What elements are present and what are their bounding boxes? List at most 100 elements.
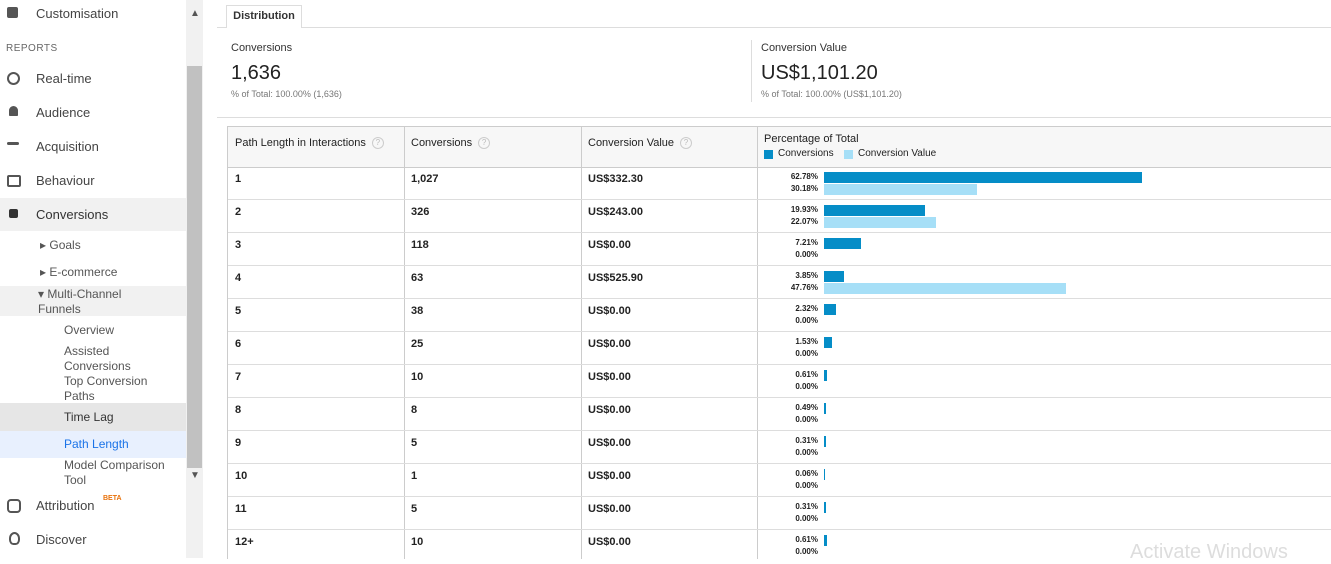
percent-label: 0.00% <box>795 316 818 325</box>
scroll-up[interactable]: ▲ <box>190 8 200 19</box>
percent-label: 62.78% <box>791 172 818 181</box>
row-border <box>228 298 1331 299</box>
column-border <box>581 127 582 559</box>
cell: US$525.90 <box>588 272 643 284</box>
percent-label: 0.00% <box>795 349 818 358</box>
percent-label: 0.06% <box>795 469 818 478</box>
percent-label: 7.21% <box>795 238 818 247</box>
icon <box>9 106 18 116</box>
cell: 4 <box>235 272 241 284</box>
cell: 25 <box>411 338 423 350</box>
nav-item[interactable]: Customisation <box>36 6 118 21</box>
scrollbar[interactable]: ▲ ▼ <box>186 0 203 558</box>
cell: 5 <box>235 305 241 317</box>
percent-label: 1.53% <box>795 337 818 346</box>
percent-label: 0.00% <box>795 547 818 556</box>
percent-label: 0.31% <box>795 436 818 445</box>
nav-item[interactable]: Audience <box>36 105 90 120</box>
scroll-down[interactable]: ▼ <box>190 470 200 481</box>
legend-label: Conversions <box>778 148 834 159</box>
percent-label: 0.61% <box>795 370 818 379</box>
cell: US$243.00 <box>588 206 643 218</box>
cell: 6 <box>235 338 241 350</box>
bar <box>824 205 925 216</box>
legend-swatch <box>844 150 853 159</box>
bar <box>824 370 827 381</box>
cell: 10 <box>411 536 423 548</box>
percent-label: 0.00% <box>795 415 818 424</box>
cell: 9 <box>235 437 241 449</box>
row-border <box>228 199 1331 200</box>
summary-value: 1,636 <box>231 62 281 85</box>
bar <box>824 403 826 414</box>
label: Multi-Channel Funnels <box>38 287 121 316</box>
beta-badge: BETA <box>103 495 122 502</box>
tab-bar-line <box>217 27 1331 28</box>
bar <box>824 535 827 546</box>
tab[interactable]: Distribution <box>226 5 302 28</box>
cell: 63 <box>411 272 423 284</box>
nav-subitem[interactable]: Overview <box>64 323 174 338</box>
nav-subitem[interactable]: Assisted Conversions <box>64 344 144 374</box>
percent-label: 0.49% <box>795 403 818 412</box>
nav-subitem[interactable]: Model Comparison Tool <box>64 458 174 488</box>
bar <box>824 184 977 195</box>
column-header: Percentage of Total <box>764 133 859 145</box>
cell: US$0.00 <box>588 404 631 416</box>
nav-item[interactable]: Discover <box>36 532 87 547</box>
cell: 5 <box>411 503 417 515</box>
row-border <box>228 265 1331 266</box>
nav-item[interactable]: Acquisition <box>36 139 99 154</box>
summary-label: Conversions <box>231 42 292 54</box>
nav-subitem[interactable]: ▸ Goals <box>40 238 81 253</box>
cell: US$0.00 <box>588 470 631 482</box>
cell: US$0.00 <box>588 305 631 317</box>
cell: 1 <box>411 470 417 482</box>
scroll-thumb[interactable] <box>187 66 202 468</box>
label: E-commerce <box>49 265 117 279</box>
bar <box>824 337 832 348</box>
nav-subitem[interactable]: ▾ Multi-Channel Funnels <box>38 287 148 317</box>
bar <box>824 238 861 249</box>
icon <box>7 499 21 513</box>
cell: US$0.00 <box>588 536 631 548</box>
cell: 7 <box>235 371 241 383</box>
cell: US$0.00 <box>588 239 631 251</box>
percent-label: 47.76% <box>791 283 818 292</box>
nav-item[interactable]: Conversions <box>36 207 108 222</box>
nav-item[interactable]: Real-time <box>36 71 92 86</box>
summary-total: % of Total: 100.00% (US$1,101.20) <box>761 89 902 99</box>
cell: 10 <box>411 371 423 383</box>
row-border <box>228 232 1331 233</box>
nav-subitem[interactable]: ▸ E-commerce <box>40 265 117 280</box>
cell: 5 <box>411 437 417 449</box>
row-border <box>228 430 1331 431</box>
nav-subitem[interactable]: Top Conversion Paths <box>64 374 164 404</box>
bar <box>824 217 936 228</box>
column-header: Conversion Value? <box>588 137 692 149</box>
percent-label: 0.00% <box>795 481 818 490</box>
help-icon[interactable]: ? <box>478 137 490 149</box>
help-icon[interactable]: ? <box>680 137 692 149</box>
column-header: Path Length in Interactions? <box>235 137 384 149</box>
nav-item[interactable]: Behaviour <box>36 173 95 188</box>
cell: 10 <box>235 470 247 482</box>
help-icon[interactable]: ? <box>372 137 384 149</box>
nav-subitem[interactable]: Time Lag <box>64 410 114 425</box>
percent-label: 3.85% <box>795 271 818 280</box>
nav-item[interactable]: Attribution <box>36 498 95 513</box>
legend-label: Conversion Value <box>858 148 936 159</box>
cell: 1,027 <box>411 173 439 185</box>
cell: 38 <box>411 305 423 317</box>
legend-swatch <box>764 150 773 159</box>
icon <box>7 7 18 18</box>
nav-subitem[interactable]: Path Length <box>64 437 129 452</box>
percent-label: 0.00% <box>795 250 818 259</box>
row-border <box>228 529 1331 530</box>
percent-label: 0.00% <box>795 382 818 391</box>
row-border <box>228 331 1331 332</box>
cell: US$332.30 <box>588 173 643 185</box>
column-border <box>404 127 405 559</box>
bar <box>824 283 1066 294</box>
